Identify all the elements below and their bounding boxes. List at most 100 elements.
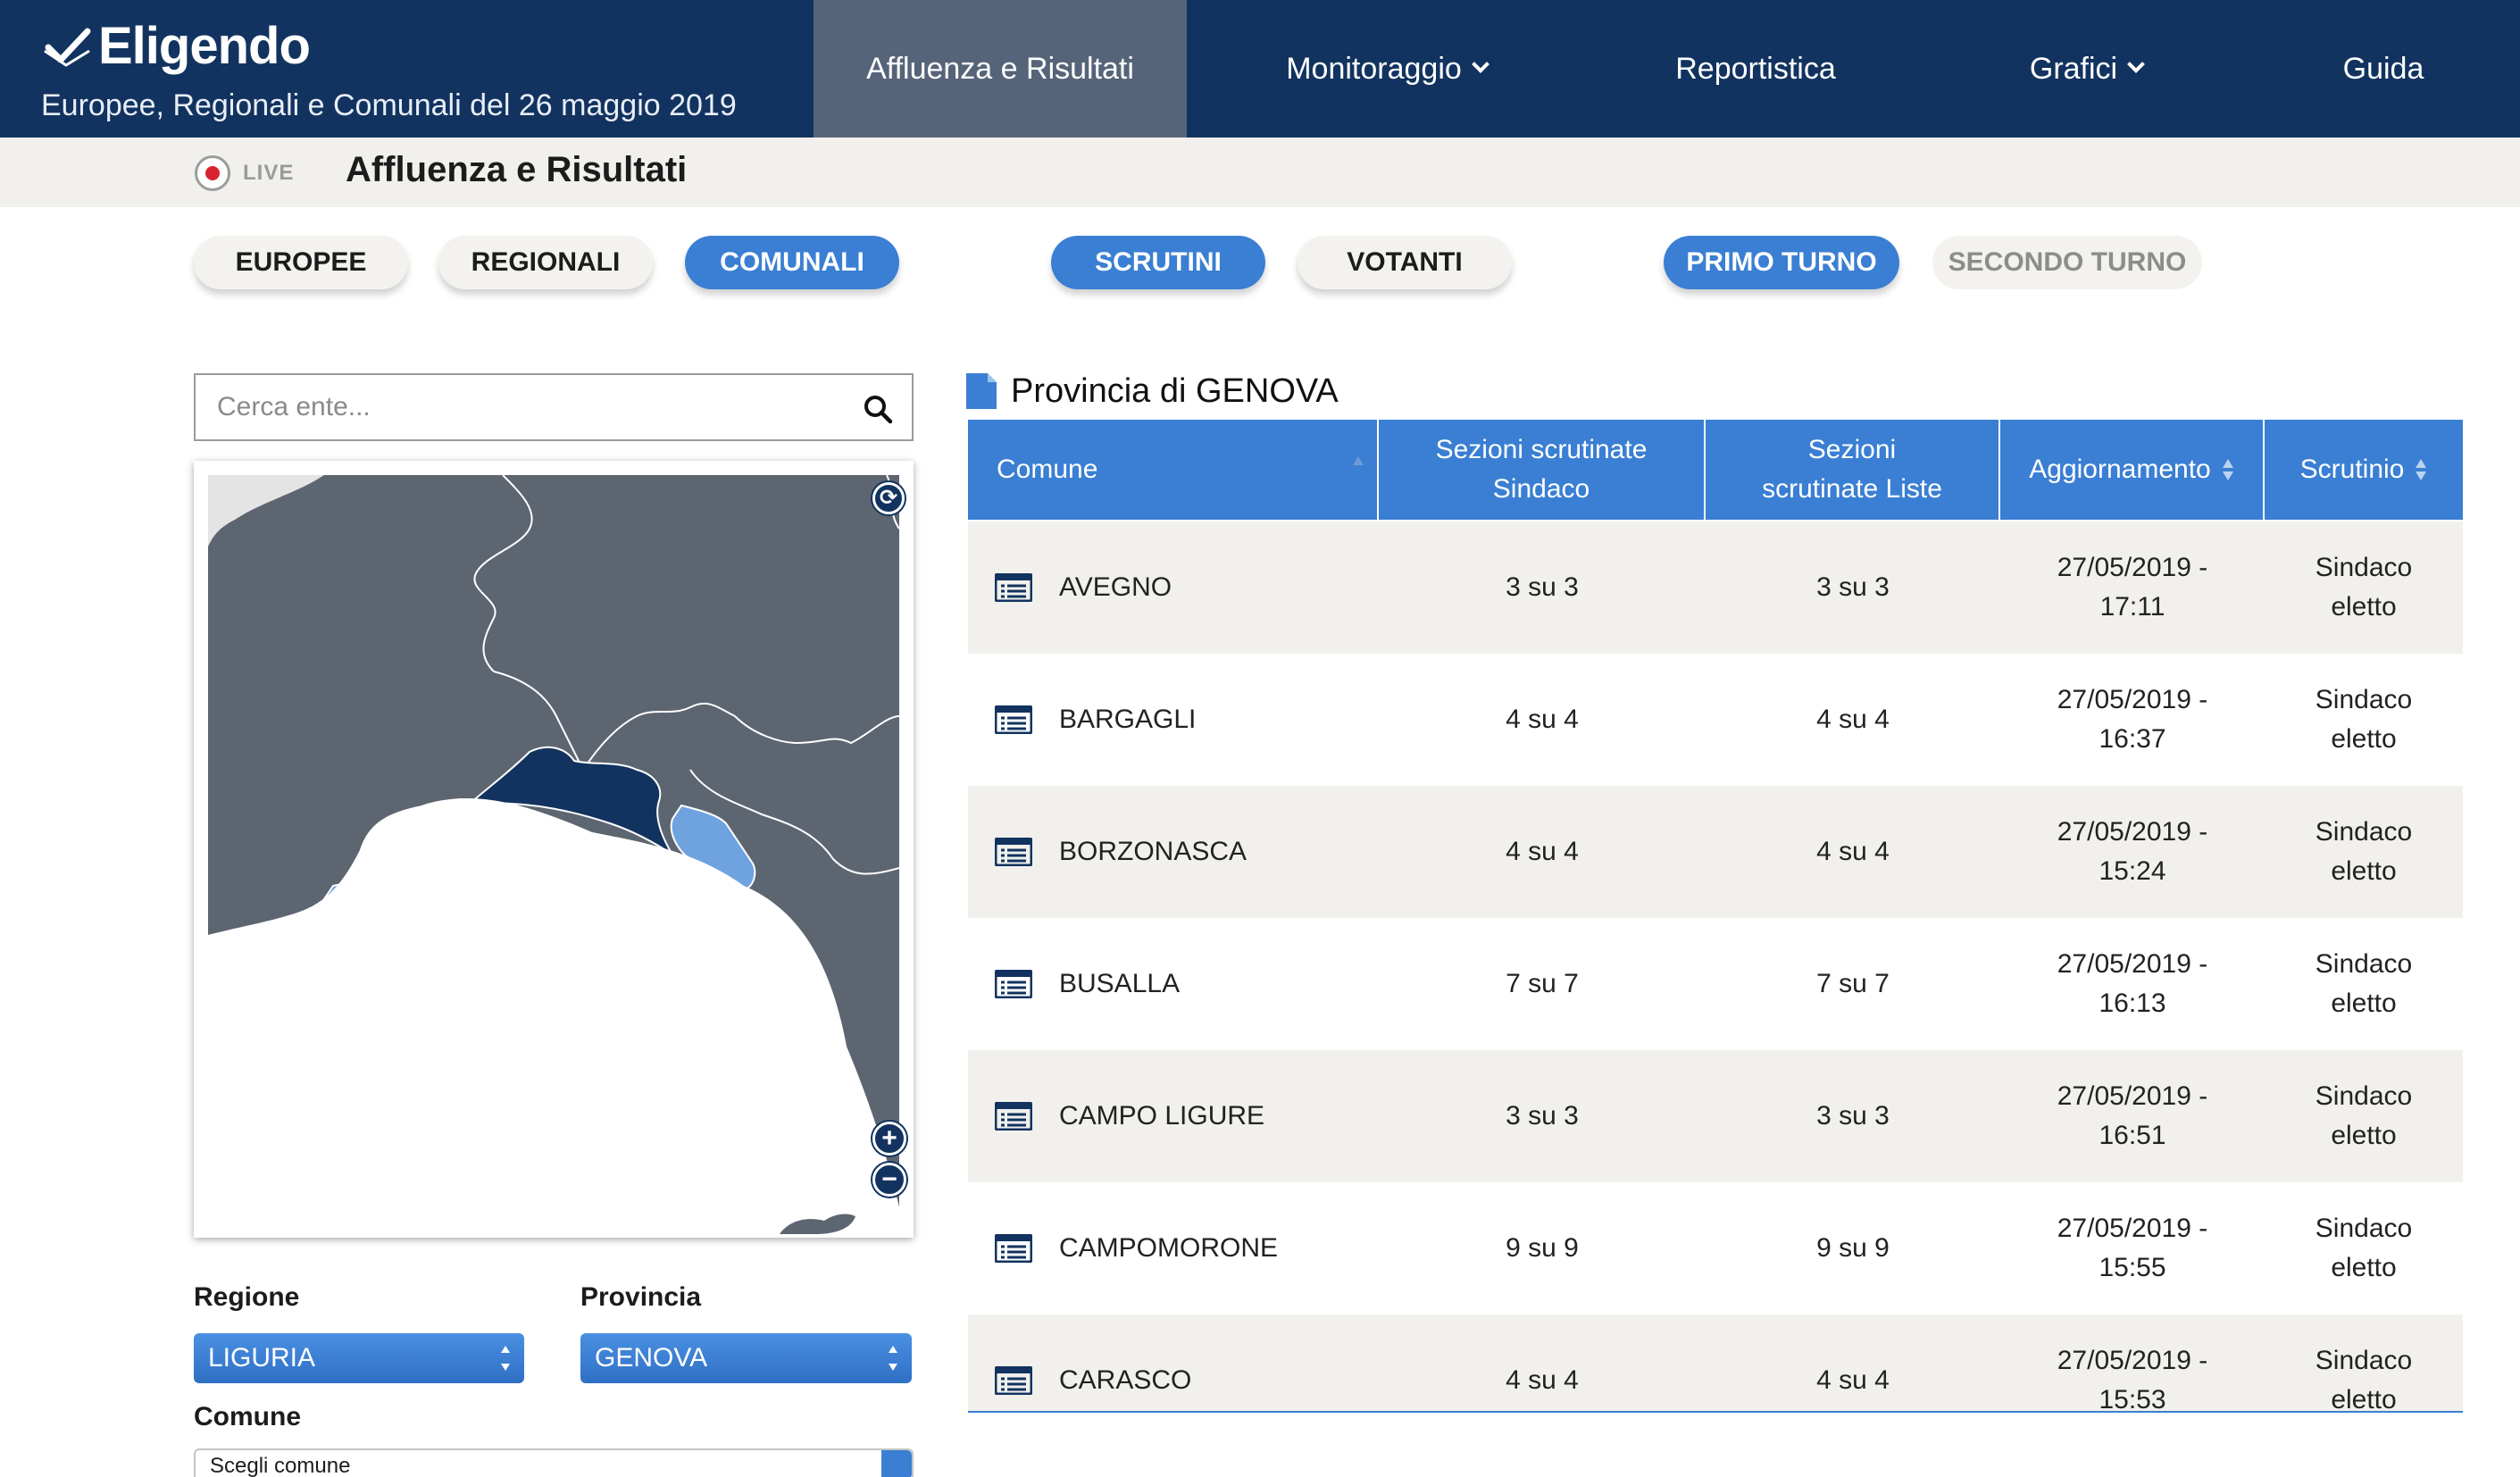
cell-comune[interactable]: CAMPOMORONE: [968, 1182, 1379, 1314]
cell-sezioni-liste: 4 su 4: [1816, 705, 1890, 734]
column-header-sezioni-sindaco[interactable]: Sezioni scrutinate Sindaco: [1379, 420, 1706, 520]
comune-name: CARASCO: [1059, 1365, 1192, 1395]
comune-name: CAMPO LIGURE: [1059, 1101, 1265, 1131]
cell-sezioni-liste: 7 su 7: [1816, 969, 1890, 998]
table-row[interactable]: CARASCO 4 su 4 4 su 4 27/05/2019 - 15:53 Sin…: [968, 1314, 2463, 1413]
column-label: Sezioni scrutinate Liste: [1762, 435, 1942, 504]
column-header-aggiornamento[interactable]: Aggiornamento: [2000, 420, 2265, 520]
tab-regionali[interactable]: REGIONALI: [438, 236, 653, 289]
refresh-icon[interactable]: ⟳: [872, 482, 905, 514]
cell-sezioni-sindaco: 4 su 4: [1506, 1365, 1579, 1395]
tab-comunali[interactable]: COMUNALI: [685, 236, 899, 289]
sort-icon: [2416, 459, 2427, 480]
search-input[interactable]: [217, 392, 824, 422]
cell-comune[interactable]: BUSALLA: [968, 918, 1379, 1050]
comune-name: CAMPOMORONE: [1059, 1233, 1279, 1263]
select-arrows-icon: [889, 1346, 897, 1371]
cell-scrutinio: Sindaco eletto: [2315, 685, 2413, 754]
comune-name: BARGAGLI: [1059, 705, 1197, 734]
list-detail-icon[interactable]: [995, 1366, 1032, 1395]
cell-scrutinio: Sindaco eletto: [2315, 1214, 2413, 1282]
table-row[interactable]: CAMPOMORONE 9 su 9 9 su 9 27/05/2019 - 15:5…: [968, 1182, 2463, 1314]
search-icon[interactable]: [862, 393, 894, 425]
tab-primo-turno[interactable]: PRIMO TURNO: [1664, 236, 1899, 289]
cell-aggiornamento: 27/05/2019 - 16:51: [2057, 1081, 2208, 1150]
select-arrows-icon: [501, 1346, 510, 1371]
column-header-sezioni-liste[interactable]: Sezioni scrutinate Liste: [1706, 420, 2000, 520]
nav-affluenza-risultati[interactable]: Affluenza e Risultati: [814, 0, 1187, 138]
cell-comune[interactable]: BORZONASCA: [968, 786, 1379, 918]
map-panel: ⟳ + −: [194, 461, 914, 1238]
cell-aggiornamento: 27/05/2019 - 17:11: [2057, 553, 2208, 622]
comune-name: BUSALLA: [1059, 969, 1181, 998]
page-title: Affluenza e Risultati: [346, 150, 688, 189]
table-row[interactable]: CAMPO LIGURE 3 su 3 3 su 3 27/05/2019 - 16:…: [968, 1050, 2463, 1182]
cell-aggiornamento: 27/05/2019 - 15:53: [2057, 1346, 2208, 1413]
cell-scrutinio: Sindaco eletto: [2315, 949, 2413, 1018]
list-detail-icon[interactable]: [995, 1234, 1032, 1263]
province-map[interactable]: [208, 475, 899, 1234]
table-row[interactable]: BORZONASCA 4 su 4 4 su 4 27/05/2019 - 15:24…: [968, 786, 2463, 918]
cell-sezioni-liste: 4 su 4: [1816, 1365, 1890, 1395]
provincia-label: Provincia: [580, 1282, 702, 1312]
cell-sezioni-liste: 9 su 9: [1816, 1233, 1890, 1263]
cell-comune[interactable]: CARASCO: [968, 1314, 1379, 1413]
cell-aggiornamento: 27/05/2019 - 15:24: [2057, 817, 2208, 886]
cell-scrutinio: Sindaco eletto: [2315, 1346, 2413, 1413]
table-row[interactable]: BUSALLA 7 su 7 7 su 7 27/05/2019 - 16:13 Sin…: [968, 918, 2463, 1050]
comune-name: AVEGNO: [1059, 572, 1172, 602]
nav-label: Affluenza e Risultati: [866, 51, 1134, 86]
zoom-in-icon[interactable]: +: [872, 1122, 906, 1156]
cell-sezioni-liste: 3 su 3: [1816, 572, 1890, 602]
list-detail-icon[interactable]: [995, 1102, 1032, 1131]
cell-scrutinio: Sindaco eletto: [2315, 553, 2413, 622]
province-title: Provincia di GENOVA: [1011, 371, 1339, 410]
table-row[interactable]: AVEGNO 3 su 3 3 su 3 27/05/2019 - 17:11 Sind…: [968, 522, 2463, 654]
comune-name: BORZONASCA: [1059, 837, 1247, 866]
province-heading: Provincia di GENOVA: [964, 371, 1339, 411]
cell-comune[interactable]: CAMPO LIGURE: [968, 1050, 1379, 1182]
provincia-select[interactable]: GENOVA: [580, 1333, 912, 1383]
column-label: Sezioni scrutinate Sindaco: [1435, 435, 1648, 504]
comune-select[interactable]: Scegli comune: [194, 1448, 914, 1477]
brand-name: Eligendo: [98, 17, 311, 75]
nav-guida[interactable]: Guida: [2247, 0, 2520, 138]
cell-sezioni-sindaco: 9 su 9: [1506, 1233, 1579, 1263]
tab-secondo-turno[interactable]: SECONDO TURNO: [1932, 236, 2202, 289]
eligendo-logo-icon: [44, 28, 91, 67]
column-label: Scrutinio: [2299, 455, 2405, 484]
list-detail-icon[interactable]: [995, 970, 1032, 998]
top-navigation-bar: Eligendo Europee, Regionali e Comunali d…: [0, 0, 2520, 138]
nav-grafici[interactable]: Grafici: [1925, 0, 2247, 138]
cell-sezioni-sindaco: 4 su 4: [1506, 705, 1579, 734]
tab-votanti[interactable]: VOTANTI: [1298, 236, 1512, 289]
list-detail-icon[interactable]: [995, 838, 1032, 866]
tab-europee[interactable]: EUROPEE: [194, 236, 408, 289]
nav-reportistica[interactable]: Reportistica: [1586, 0, 1925, 138]
column-label: Aggiornamento: [2029, 455, 2211, 484]
cell-scrutinio: Sindaco eletto: [2315, 817, 2413, 886]
regione-select[interactable]: LIGURIA: [194, 1333, 524, 1383]
list-detail-icon[interactable]: [995, 705, 1032, 734]
brand[interactable]: Eligendo Europee, Regionali e Comunali d…: [41, 16, 737, 123]
regione-value: LIGURIA: [208, 1343, 316, 1373]
cell-sezioni-liste: 3 su 3: [1816, 1101, 1890, 1131]
list-detail-icon[interactable]: [995, 573, 1032, 602]
nav-monitoraggio[interactable]: Monitoraggio: [1187, 0, 1586, 138]
table-row[interactable]: BARGAGLI 4 su 4 4 su 4 27/05/2019 - 16:37 Si…: [968, 654, 2463, 786]
nav-label: Grafici: [2029, 51, 2118, 86]
cell-comune[interactable]: AVEGNO: [968, 522, 1379, 654]
main-nav: Affluenza e Risultati Monitoraggio Repor…: [814, 0, 2520, 138]
comune-label: Comune: [194, 1402, 301, 1431]
cell-sezioni-liste: 4 su 4: [1816, 837, 1890, 866]
search-box: [194, 373, 914, 441]
cell-aggiornamento: 27/05/2019 - 16:37: [2057, 685, 2208, 754]
record-icon: [195, 155, 230, 191]
cell-aggiornamento: 27/05/2019 - 16:13: [2057, 949, 2208, 1018]
column-header-scrutinio[interactable]: Scrutinio: [2265, 420, 2463, 520]
tab-scrutini[interactable]: SCRUTINI: [1051, 236, 1265, 289]
zoom-out-icon[interactable]: −: [872, 1163, 906, 1197]
cell-comune[interactable]: BARGAGLI: [968, 654, 1379, 786]
column-header-comune[interactable]: Comune: [968, 420, 1379, 520]
cell-sezioni-sindaco: 4 su 4: [1506, 837, 1579, 866]
